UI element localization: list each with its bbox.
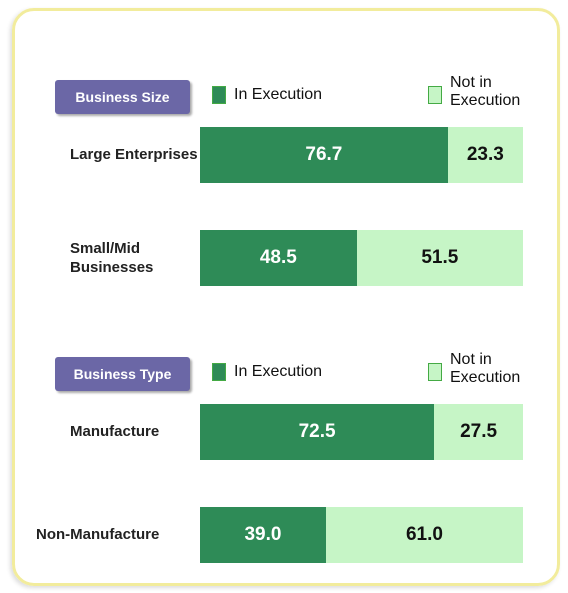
category-label: Manufacture	[70, 423, 160, 441]
legend-swatch	[428, 86, 442, 104]
group-label: Business Size	[55, 80, 190, 114]
legend-label: In Execution	[234, 363, 323, 380]
bar-segment: 23.3	[447, 127, 523, 183]
category-label: Large Enterprises	[70, 146, 198, 164]
frame	[12, 8, 560, 586]
legend-label: In Execution	[234, 86, 323, 103]
legend-label: Not in Execution	[450, 351, 521, 387]
bar-segment: 76.7	[200, 127, 448, 183]
bar-segment: 48.5	[200, 230, 357, 286]
category-label: Non-Manufacture	[36, 526, 160, 544]
legend-label: Not in Execution	[450, 74, 521, 110]
group-label: Business Type	[55, 357, 190, 391]
legend-swatch	[212, 86, 226, 104]
legend-swatch	[212, 363, 226, 381]
bar-segment: 27.5	[434, 404, 523, 460]
bar-segment: 51.5	[356, 230, 523, 286]
bar-segment: 39.0	[200, 507, 326, 563]
legend-swatch	[428, 363, 442, 381]
bar-segment: 72.5	[200, 404, 435, 460]
bar-segment: 61.0	[325, 507, 523, 563]
category-label: Small/Mid Businesses	[70, 239, 154, 277]
